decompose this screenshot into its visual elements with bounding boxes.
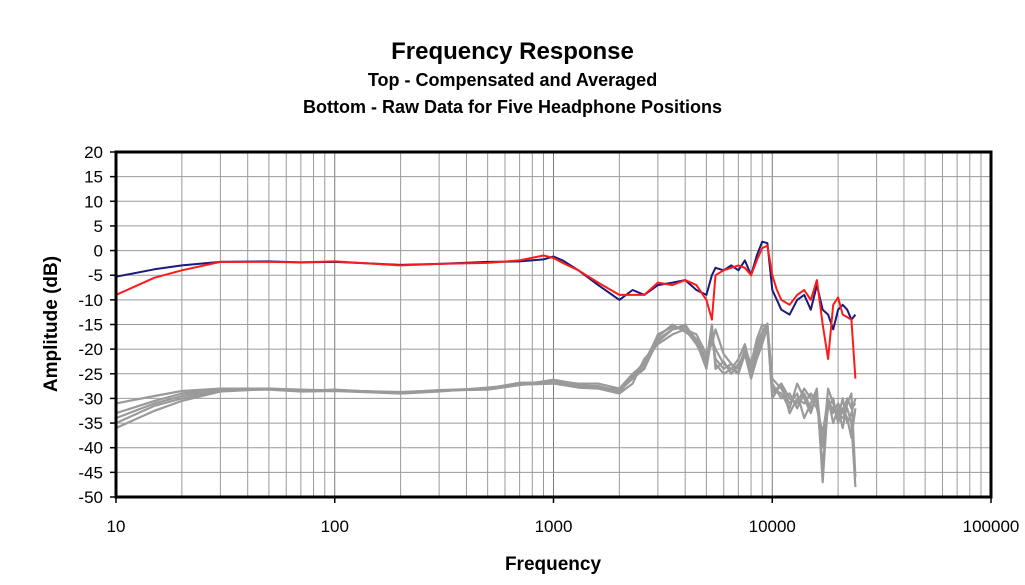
y-tick-label: -30 <box>78 389 103 408</box>
series-layer <box>115 240 857 488</box>
series-line-gray-6 <box>115 322 857 488</box>
y-tick-label: -20 <box>78 340 103 359</box>
y-tick-label: -10 <box>78 291 103 310</box>
chart-subtitle-line-2: Bottom - Raw Data for Five Headphone Pos… <box>302 97 723 117</box>
y-axis-label: Amplitude (dB) <box>41 256 62 392</box>
series-line-gray-5 <box>115 323 857 444</box>
y-tick-label: -50 <box>78 488 103 507</box>
y-tick-label: 5 <box>94 217 103 236</box>
x-tick-label: 100000 <box>963 517 1020 536</box>
y-tick-label: 0 <box>94 242 103 261</box>
y-tick-label: -45 <box>78 463 103 482</box>
y-tick-label: -35 <box>78 414 103 433</box>
chart-subtitle-line-1: Top - Compensated and Averaged <box>367 70 658 90</box>
x-tick-label: 10 <box>107 517 126 536</box>
x-tick-labels: 10 100 1000 10000 100000 <box>107 497 1020 536</box>
y-tick-label: -5 <box>88 266 103 285</box>
series-line-red-1 <box>115 244 857 379</box>
series-line-gray-3 <box>115 323 857 449</box>
x-axis-label: Frequency <box>505 554 602 575</box>
x-tick-label: 1000 <box>535 517 573 536</box>
y-tick-label: 15 <box>84 168 103 187</box>
y-tick-label: 20 <box>84 143 103 162</box>
y-tick-label: -25 <box>78 365 103 384</box>
grid <box>116 152 991 497</box>
series-line-gray-2 <box>115 323 857 434</box>
chart-title: Frequency Response <box>391 38 634 65</box>
y-tick-label: 10 <box>84 192 103 211</box>
x-tick-label: 100 <box>321 517 349 536</box>
y-tick-label: -15 <box>78 316 103 335</box>
x-tick-label: 10000 <box>749 517 796 536</box>
y-tick-label: -40 <box>78 439 103 458</box>
series-line-blue-0 <box>115 240 857 331</box>
y-tick-labels: 20 15 10 5 0 -5 -10 -15 -20 -25 -30 -35 -40 -45 -50 <box>78 143 116 507</box>
